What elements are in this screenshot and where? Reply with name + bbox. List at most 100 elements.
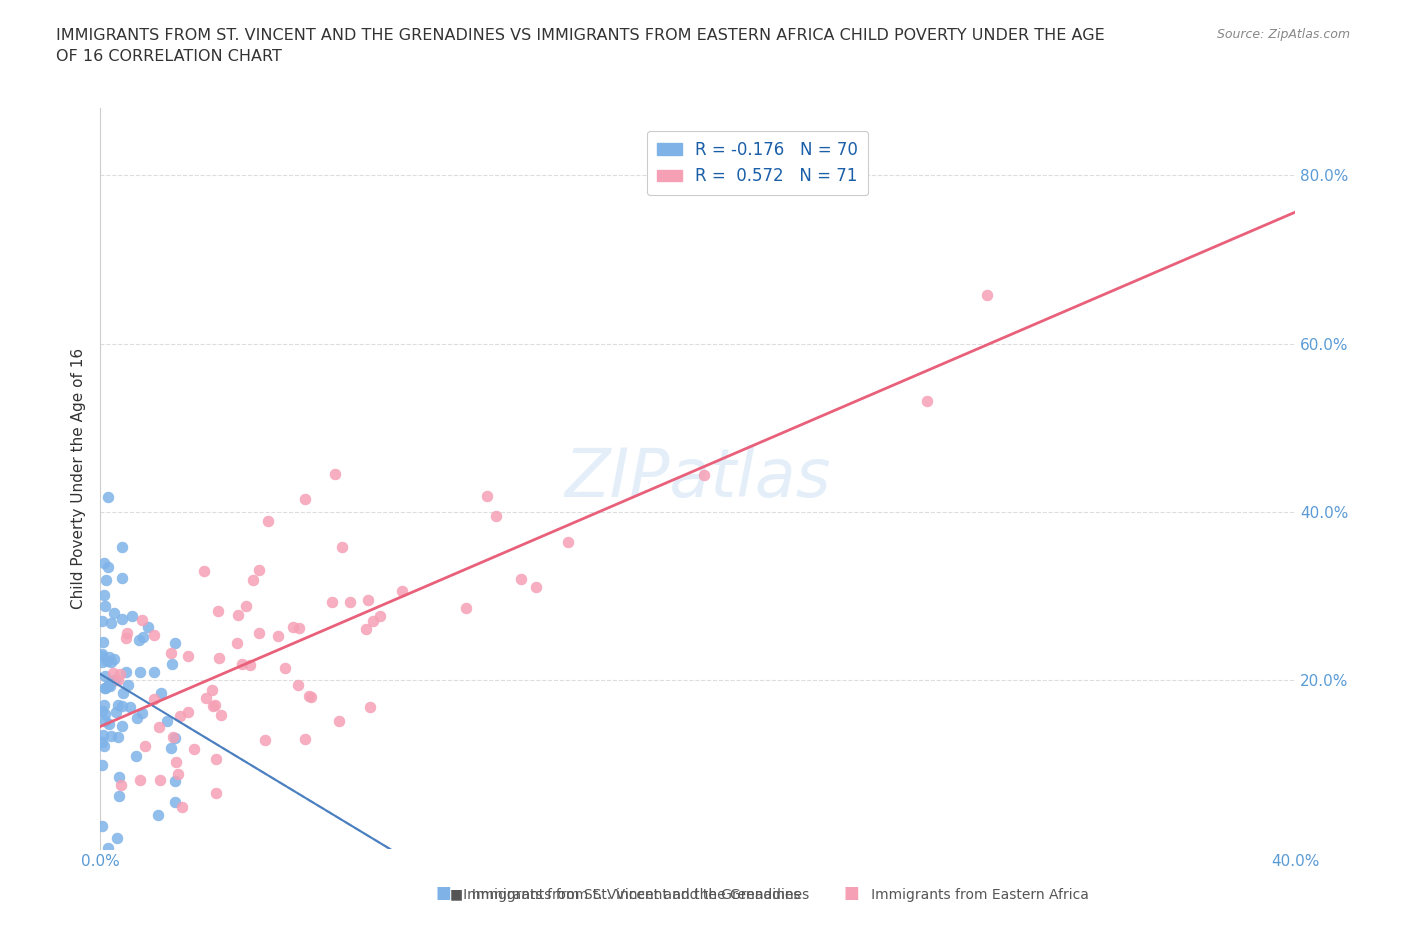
Point: [114, 631, 136, 645]
Point: [205, 786, 228, 801]
Point: [111, 685, 134, 700]
Point: [368, 608, 391, 623]
Point: [94, 599, 117, 614]
Point: [162, 729, 184, 744]
Point: [299, 690, 322, 705]
Point: [98, 679, 121, 694]
Point: [94, 681, 117, 696]
Point: [105, 830, 128, 845]
Point: [96, 654, 118, 669]
Point: [128, 665, 150, 680]
Point: [93, 698, 115, 713]
Point: [136, 619, 159, 634]
Point: [134, 738, 156, 753]
Point: [115, 664, 138, 679]
Point: [177, 705, 200, 720]
Point: [323, 467, 346, 482]
Point: [142, 628, 165, 643]
Point: [90, 757, 112, 772]
Point: [97, 489, 120, 504]
Point: [256, 513, 278, 528]
Point: [94, 707, 117, 722]
Point: [97, 560, 120, 575]
Point: [201, 683, 224, 698]
Point: [163, 730, 186, 745]
Point: [90, 646, 112, 661]
Point: [91, 614, 114, 629]
Point: [94, 681, 117, 696]
Text: ZIPatlas: ZIPatlas: [565, 445, 831, 512]
Point: [231, 657, 253, 671]
Point: [242, 573, 264, 588]
Point: [354, 621, 377, 636]
Point: [226, 635, 249, 650]
Point: [692, 467, 714, 482]
Point: [91, 727, 114, 742]
Point: [107, 673, 129, 688]
Point: [108, 788, 131, 803]
Point: [93, 714, 115, 729]
Point: [94, 668, 117, 683]
Point: [90, 703, 112, 718]
Point: [90, 648, 112, 663]
Point: [163, 635, 186, 650]
Point: [183, 741, 205, 756]
Point: [283, 619, 305, 634]
Point: [90, 735, 112, 750]
Point: [125, 749, 148, 764]
Point: [117, 677, 139, 692]
Point: [267, 629, 290, 644]
Text: Immigrants from St. Vincent and the Grenadines: Immigrants from St. Vincent and the Gren…: [450, 888, 800, 902]
Point: [359, 699, 381, 714]
Point: [100, 655, 122, 670]
Point: [97, 649, 120, 664]
Point: [169, 709, 191, 724]
Point: [131, 612, 153, 627]
Point: [238, 658, 260, 672]
Point: [524, 579, 547, 594]
Point: [110, 698, 132, 713]
Point: [90, 818, 112, 833]
Point: [193, 564, 215, 578]
Point: [111, 570, 134, 585]
Point: [93, 588, 115, 603]
Point: [330, 539, 353, 554]
Point: [915, 393, 938, 408]
Point: [339, 594, 361, 609]
Point: [475, 489, 498, 504]
Point: [125, 711, 148, 726]
Point: [201, 698, 224, 713]
Point: [160, 741, 183, 756]
Text: ■: ■: [436, 884, 451, 902]
Point: [226, 607, 249, 622]
Point: [485, 509, 508, 524]
Text: ■: ■: [844, 884, 859, 902]
Point: [287, 620, 309, 635]
Point: [105, 705, 128, 720]
Point: [361, 614, 384, 629]
Point: [111, 719, 134, 734]
Point: [91, 655, 114, 670]
Point: [328, 714, 350, 729]
Legend: R = -0.176   N = 70, R =  0.572   N = 71: R = -0.176 N = 70, R = 0.572 N = 71: [647, 131, 868, 195]
Point: [510, 572, 533, 587]
Point: [208, 650, 231, 665]
Point: [557, 534, 579, 549]
Point: [205, 752, 228, 767]
Point: [391, 583, 413, 598]
Point: [91, 635, 114, 650]
Point: [159, 646, 181, 661]
Point: [167, 766, 190, 781]
Point: [101, 666, 124, 681]
Point: [976, 287, 998, 302]
Y-axis label: Child Poverty Under the Age of 16: Child Poverty Under the Age of 16: [72, 348, 86, 609]
Point: [94, 573, 117, 588]
Point: [204, 698, 226, 712]
Point: [118, 699, 141, 714]
Point: [107, 698, 129, 713]
Point: [129, 773, 152, 788]
Point: [97, 679, 120, 694]
Point: [149, 773, 172, 788]
Point: [143, 665, 166, 680]
Point: [93, 738, 115, 753]
